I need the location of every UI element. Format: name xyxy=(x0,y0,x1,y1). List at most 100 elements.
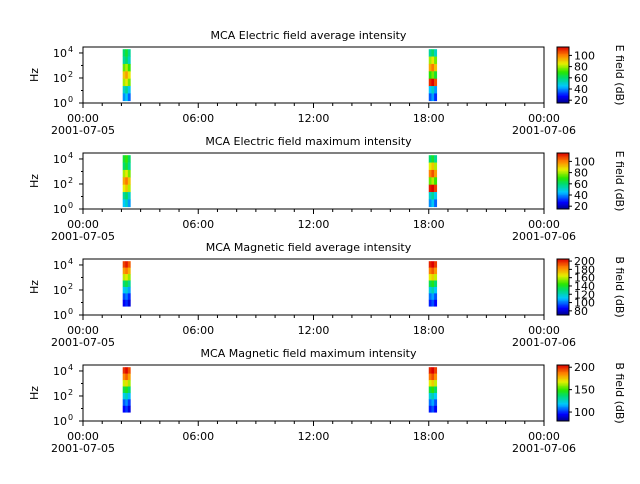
spectrogram-cell xyxy=(434,299,438,307)
spectrogram-cell xyxy=(125,274,129,281)
spectrogram-cell xyxy=(122,380,126,387)
spectrogram-cell xyxy=(127,162,131,171)
colorbar-swatch xyxy=(557,264,569,267)
colorbar-swatch xyxy=(557,59,569,62)
spectrogram-cell xyxy=(434,286,438,294)
colorbar-swatch xyxy=(557,280,569,282)
spectrogram-cell xyxy=(127,392,131,400)
x-tick-label: 12:00 xyxy=(298,324,330,337)
colorbar-swatch xyxy=(557,93,569,95)
y-tick-label: 10 xyxy=(53,153,67,166)
colorbar-swatch xyxy=(557,98,569,101)
colorbar-swatch xyxy=(557,49,569,52)
colorbar-swatch xyxy=(557,365,569,367)
x-tick-label: 00:00 xyxy=(528,430,560,443)
burst-1 xyxy=(122,367,131,413)
spectrogram-cell xyxy=(122,386,126,394)
chart-title: MCA Electric field maximum intensity xyxy=(205,135,412,148)
y-tick-exponent: 2 xyxy=(68,282,73,291)
colorbar-frame xyxy=(556,258,570,316)
colorbar-swatch xyxy=(557,155,569,158)
colorbar-swatch xyxy=(557,202,569,204)
colorbar-swatch xyxy=(557,287,569,289)
spectrogram-cell xyxy=(122,274,126,281)
x-date-label: 2001-07-05 xyxy=(51,442,115,455)
y-tick-label: 10 xyxy=(53,203,67,216)
colorbar-swatch xyxy=(557,86,569,88)
x-tick-label: 00:00 xyxy=(528,112,560,125)
colorbar-swatch xyxy=(557,271,569,274)
colorbar-tick-label: 20 xyxy=(574,94,588,107)
chart-title: MCA Magnetic field average intensity xyxy=(206,241,412,254)
spectrogram-cell xyxy=(122,367,126,374)
colorbar-swatch xyxy=(557,69,569,72)
colorbar-swatch xyxy=(557,65,569,67)
spectrogram-cell xyxy=(428,392,432,400)
spectrogram-cell xyxy=(127,293,131,301)
x-tick-label: 12:00 xyxy=(298,112,330,125)
chart-title: MCA Magnetic field maximum intensity xyxy=(201,347,417,360)
spectrogram-cell xyxy=(127,169,131,178)
y-tick-label: 10 xyxy=(53,415,67,428)
spectrogram-cell xyxy=(434,49,438,57)
spectrogram-cell xyxy=(431,184,435,193)
colorbar-tick-label: 100 xyxy=(574,406,595,419)
spectrogram-cell xyxy=(127,380,131,387)
colorbar-swatch xyxy=(557,409,569,412)
colorbar-tick-label: 40 xyxy=(574,83,588,96)
spectrogram-cell xyxy=(434,261,438,268)
colorbar-swatch xyxy=(557,390,569,392)
spectrogram-cell xyxy=(434,162,438,171)
colorbar-swatch xyxy=(557,397,569,399)
colorbar-swatch xyxy=(557,162,569,165)
spectrogram-cell xyxy=(431,299,435,307)
spectrogram-cell xyxy=(125,280,129,288)
colorbar-swatch xyxy=(557,157,569,159)
colorbar-swatch xyxy=(557,190,569,193)
colorbar-tick-label: 150 xyxy=(574,384,595,397)
colorbar-swatch xyxy=(557,289,569,292)
colorbar-swatch xyxy=(557,301,569,303)
colorbar-swatch xyxy=(557,84,569,87)
colorbar-swatch xyxy=(557,164,569,166)
colorbar-swatch xyxy=(557,153,569,155)
spectrogram-cell xyxy=(434,56,438,65)
spectrogram-cell xyxy=(428,192,432,200)
spectrogram-cell xyxy=(431,177,435,185)
colorbar-frame xyxy=(556,46,570,104)
spectrogram-cell xyxy=(125,49,129,57)
spectrogram-cell xyxy=(125,177,129,185)
spectrogram-cell xyxy=(122,78,126,87)
colorbar-tick-label: 120 xyxy=(574,288,595,301)
colorbar-swatch xyxy=(557,83,569,86)
spectrogram-cell xyxy=(125,373,129,381)
colorbar-swatch xyxy=(557,270,569,272)
colorbar-swatch xyxy=(557,386,569,388)
colorbar-swatch xyxy=(557,298,569,300)
spectrogram-cell xyxy=(122,162,126,171)
x-date-label: 2001-07-05 xyxy=(51,124,115,137)
spectrogram-cell xyxy=(127,386,131,394)
colorbar-swatch xyxy=(557,165,569,168)
colorbar-swatch xyxy=(557,295,569,298)
colorbar-swatch xyxy=(557,415,569,418)
spectrogram-cell xyxy=(122,184,126,193)
plot-area xyxy=(83,259,544,315)
spectrogram-cell xyxy=(431,286,435,294)
colorbar-swatch xyxy=(557,369,569,371)
colorbar-swatch xyxy=(557,79,569,81)
spectrogram-cell xyxy=(125,367,129,374)
y-tick-label: 10 xyxy=(53,97,67,110)
colorbar-swatch xyxy=(557,284,569,286)
colorbar-swatch xyxy=(557,204,569,207)
spectrogram-cell xyxy=(431,267,435,275)
burst-2 xyxy=(428,261,438,307)
colorbar-swatch xyxy=(557,288,569,291)
x-tick-label: 00:00 xyxy=(67,324,99,337)
spectrogram-cell xyxy=(428,380,432,387)
spectrogram-cell xyxy=(122,267,126,275)
